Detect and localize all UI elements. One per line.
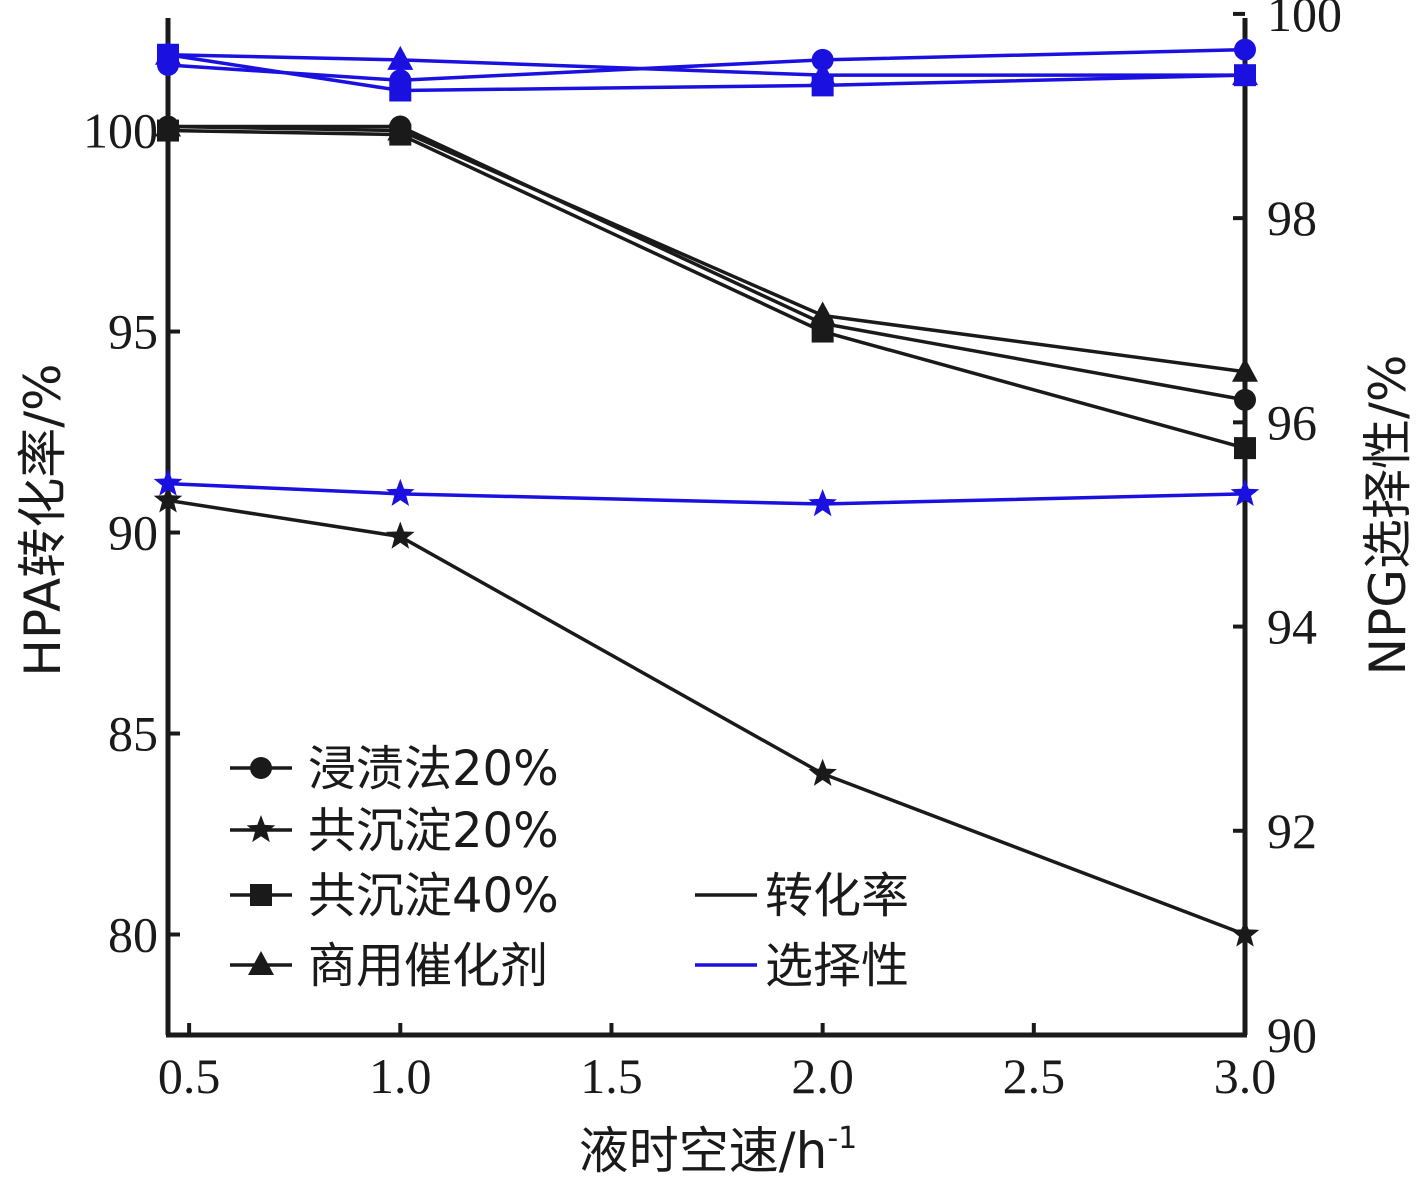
y-right-tick-label: 96 (1267, 394, 1317, 450)
selectivity-circle-point (811, 48, 834, 71)
conversion-circle-point (1234, 388, 1256, 411)
conversion-square-line (167, 128, 1246, 450)
selectivity-square-line (167, 53, 1246, 93)
selectivity-star-point (808, 489, 837, 517)
legend-line-label: 选择性 (765, 938, 909, 994)
legend-marker-star (246, 815, 276, 843)
legend-marker-circle (250, 757, 272, 779)
y-right-tick-label: 92 (1267, 803, 1317, 859)
x-tick-label: 2.0 (791, 1048, 854, 1104)
selectivity-circle-point (1234, 38, 1256, 61)
y-right-tick-label: 98 (1267, 190, 1317, 246)
x-tick-label: 1.0 (369, 1048, 432, 1104)
y-right-tick-label: 90 (1267, 1007, 1317, 1063)
legend-label: 商用催化剂 (308, 938, 548, 994)
conversion-circle-line (168, 124, 1246, 402)
x-axis-title: 液时空速/h-1 (579, 1121, 857, 1180)
conversion-square-point (811, 320, 834, 343)
legend-line-label: 转化率 (765, 868, 909, 924)
conversion-star-point (386, 521, 415, 549)
x-tick-label: 3.0 (1214, 1048, 1277, 1104)
conversion-triangle-point (155, 112, 181, 137)
conversion-square-point (1234, 437, 1256, 460)
selectivity-star-point (386, 478, 415, 506)
legend-label: 共沉淀40% (308, 868, 559, 924)
x-tick-label: 2.5 (1003, 1048, 1066, 1104)
x-tick-label: 1.5 (580, 1048, 643, 1104)
conversion-triangle-point (809, 301, 836, 326)
conversion-star-point (153, 485, 183, 513)
legend-marker-triangle (248, 951, 274, 975)
axes: 0.5 1.0 1.5 2.0 2.5 3.0 80 85 90 95 100 90 92 94 96 98 1… (83, 0, 1342, 1104)
y-left-tick-label: 100 (83, 103, 158, 159)
selectivity-triangle-point (809, 61, 836, 86)
selectivity-star-point (1230, 478, 1260, 506)
y-right-tick-label: 94 (1267, 599, 1317, 655)
selectivity-star-point (153, 468, 183, 496)
y-left-tick-label: 90 (108, 505, 158, 561)
conversion-star-line (167, 498, 1246, 937)
selectivity-triangle-point (387, 45, 414, 70)
selectivity-triangle-point (1232, 61, 1258, 86)
conversion-star-point (1230, 919, 1260, 947)
conversion-star-point (808, 758, 837, 786)
legend-label: 浸渍法20% (308, 741, 559, 797)
y-right-tick-label: 100 (1267, 0, 1342, 42)
y-left-tick-label: 80 (108, 907, 158, 963)
selectivity-triangle-line (167, 53, 1245, 77)
conversion-triangle-line (167, 124, 1246, 374)
selectivity-triangle-point (155, 40, 181, 65)
y-left-tick-label: 85 (108, 706, 158, 762)
selectivity-square-point (389, 79, 412, 102)
x-tick-label: 0.5 (158, 1048, 221, 1104)
legend-label: 共沉淀20% (308, 803, 559, 859)
left-axis-title: HPA转化率/% (14, 363, 72, 676)
right-axis-title: NPG选择性/% (1359, 355, 1417, 676)
plot-area (153, 38, 1260, 947)
selectivity-star-line (167, 481, 1246, 506)
conversion-triangle-point (387, 116, 414, 141)
y-left-tick-label: 95 (108, 304, 158, 360)
conversion-triangle-point (1232, 357, 1258, 382)
legend-marker-square (250, 884, 272, 906)
